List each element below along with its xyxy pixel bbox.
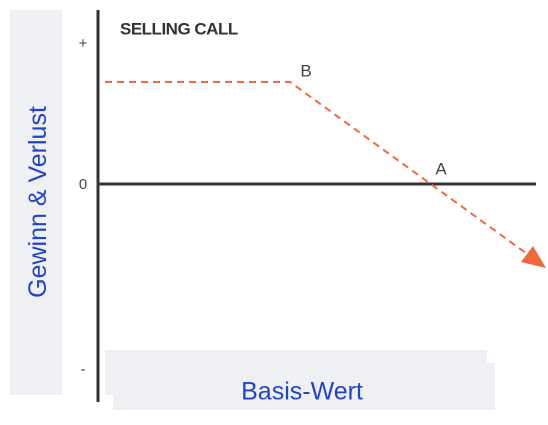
y-label: Gewinn & Verlust	[24, 106, 52, 298]
minus-label: -	[81, 361, 86, 378]
zero-label: 0	[79, 176, 87, 193]
payoff-line	[105, 81, 531, 257]
arrow-head	[521, 246, 546, 268]
x-label-box	[113, 363, 495, 410]
point-b-label: B	[300, 61, 311, 80]
point-a-label: A	[435, 159, 447, 178]
plus-label: +	[79, 35, 88, 52]
y-label-box	[10, 10, 62, 395]
x-label: Basis-Wert	[241, 378, 363, 406]
title: SELLING CALL	[120, 19, 238, 38]
